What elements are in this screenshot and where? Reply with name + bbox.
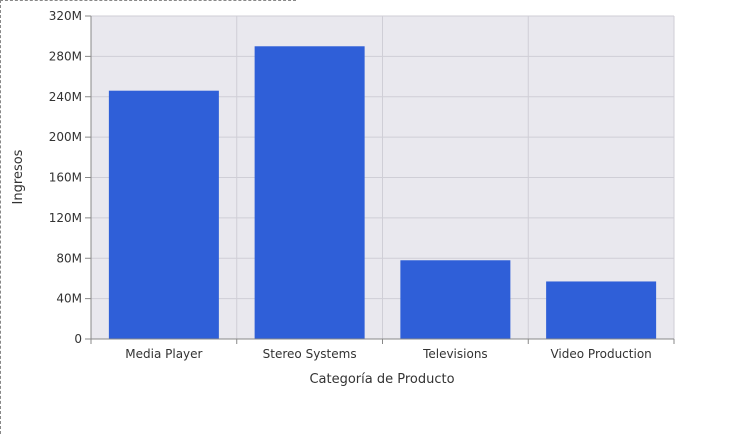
y-tick-label: 80M <box>56 251 82 265</box>
axes <box>85 15 675 344</box>
x-tick-label: Televisions <box>422 347 488 361</box>
bar <box>546 281 657 339</box>
bars <box>108 46 657 339</box>
y-tick-label: 120M <box>49 211 82 225</box>
bar <box>254 46 365 339</box>
bar <box>108 90 219 339</box>
y-tick-label: 200M <box>49 130 82 144</box>
x-tick-label: Stereo Systems <box>263 347 357 361</box>
x-tick-label: Media Player <box>125 347 202 361</box>
y-tick-label: 240M <box>49 90 82 104</box>
x-tick-label: Video Production <box>550 347 651 361</box>
y-tick-label: 0 <box>74 332 82 346</box>
y-tick-label: 40M <box>56 292 82 306</box>
x-tick-labels: Media Player Stereo Systems Televisions Vid… <box>125 347 651 361</box>
y-tick-label: 280M <box>49 49 82 63</box>
y-tick-labels: 0 40M 80M 120M 160M 200M 240M 280M 320M <box>49 9 82 346</box>
y-tick-label: 320M <box>49 9 82 23</box>
y-tick-label: 160M <box>49 171 82 185</box>
y-axis-label: Ingresos <box>11 149 26 204</box>
x-axis-label: Categoría de Producto <box>309 372 454 387</box>
bar <box>400 260 511 339</box>
